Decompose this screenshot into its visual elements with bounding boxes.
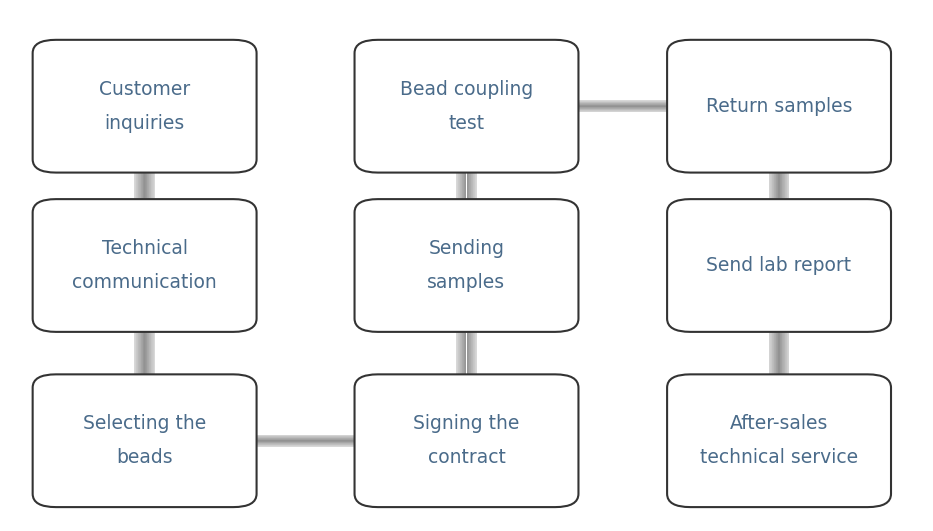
FancyBboxPatch shape [355, 374, 578, 507]
FancyBboxPatch shape [355, 199, 578, 332]
FancyBboxPatch shape [33, 40, 257, 173]
Text: Signing the
contract: Signing the contract [413, 414, 520, 467]
Text: Sending
samples: Sending samples [427, 239, 506, 292]
FancyBboxPatch shape [33, 374, 257, 507]
FancyBboxPatch shape [355, 40, 578, 173]
Text: Bead coupling
test: Bead coupling test [400, 80, 533, 133]
Text: After-sales
technical service: After-sales technical service [700, 414, 858, 467]
FancyBboxPatch shape [33, 199, 257, 332]
Text: Technical
communication: Technical communication [72, 239, 217, 292]
FancyBboxPatch shape [667, 199, 891, 332]
Text: Send lab report: Send lab report [706, 256, 852, 275]
Text: Return samples: Return samples [705, 97, 853, 116]
FancyBboxPatch shape [667, 374, 891, 507]
Text: Customer
inquiries: Customer inquiries [99, 80, 190, 133]
Text: Selecting the
beads: Selecting the beads [83, 414, 206, 467]
FancyBboxPatch shape [667, 40, 891, 173]
